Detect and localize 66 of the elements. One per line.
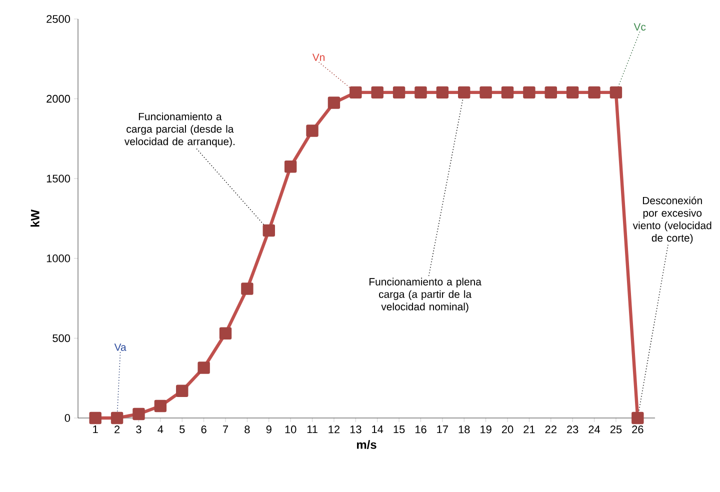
point	[306, 124, 318, 137]
x-tick-label: 25	[610, 426, 622, 434]
x-tick-label: 13	[350, 426, 362, 434]
point	[610, 86, 622, 99]
annotation: Va	[114, 344, 126, 351]
y-axis-title: kW	[30, 210, 40, 227]
point	[89, 412, 102, 424]
y-tick-label: 500	[52, 334, 70, 342]
x-tick-label: 12	[328, 426, 340, 434]
annotation: Funcionamiento a carga parcial (desde la velocidad de arranque).	[124, 112, 235, 148]
point	[241, 282, 254, 295]
x-tick-label: 16	[415, 426, 426, 434]
point	[632, 412, 644, 424]
x-tick-label: 15	[394, 426, 405, 434]
x-tick-label: 21	[524, 426, 535, 434]
annotation: Desconexión por excesivo viento (velocidad de corte)	[632, 196, 712, 244]
point	[414, 86, 427, 99]
x-tick-label: 11	[307, 426, 318, 434]
x-tick-label: 20	[502, 426, 514, 434]
x-tick-label: 10	[285, 426, 296, 434]
x-tick-label: 26	[632, 426, 644, 434]
x-tick-label: 9	[266, 426, 272, 434]
point	[392, 86, 406, 99]
point	[588, 86, 600, 99]
y-tick-label: 2000	[46, 94, 70, 103]
x-tick-label: 4	[158, 426, 164, 434]
point	[480, 86, 492, 99]
x-tick-label: 5	[180, 426, 185, 434]
y-tick-label: 1000	[46, 254, 70, 262]
y-tick-label: 1500	[46, 174, 70, 182]
x-tick-label: 6	[201, 426, 206, 434]
point	[132, 408, 145, 420]
annotation: Vn	[312, 54, 325, 61]
point	[523, 86, 536, 99]
x-tick-label: 7	[223, 426, 228, 434]
point	[436, 86, 449, 99]
point	[458, 86, 470, 99]
point	[544, 86, 557, 99]
point	[566, 86, 579, 99]
point	[154, 400, 167, 412]
x-tick-label: 23	[567, 426, 578, 434]
x-tick-label: 22	[545, 426, 556, 434]
x-tick-label: 8	[244, 426, 250, 434]
y-tick-label: 2500	[46, 15, 70, 23]
point	[501, 86, 514, 99]
point	[176, 384, 188, 397]
point	[110, 412, 124, 424]
x-tick-label: 1	[93, 426, 98, 434]
y-tick-label: 0	[64, 414, 70, 422]
x-tick-label: 3	[136, 426, 142, 434]
annotation: Funcionamiento a plena carga (a partir de la velocidad nominal)	[370, 278, 482, 312]
x-tick-label: 14	[372, 426, 384, 434]
point	[219, 327, 232, 340]
point	[284, 160, 297, 173]
x-tick-label: 17	[437, 426, 448, 434]
x-tick-label: 2	[114, 426, 120, 434]
point	[198, 362, 210, 374]
annotation: Vc	[634, 23, 646, 31]
point	[371, 86, 384, 99]
x-axis-title: m/s	[356, 440, 376, 450]
point	[328, 96, 340, 109]
x-tick-label: 19	[480, 426, 492, 434]
x-tick-label: 18	[458, 426, 470, 434]
x-tick-label: 24	[588, 426, 600, 434]
point	[350, 86, 362, 99]
point	[262, 224, 275, 237]
